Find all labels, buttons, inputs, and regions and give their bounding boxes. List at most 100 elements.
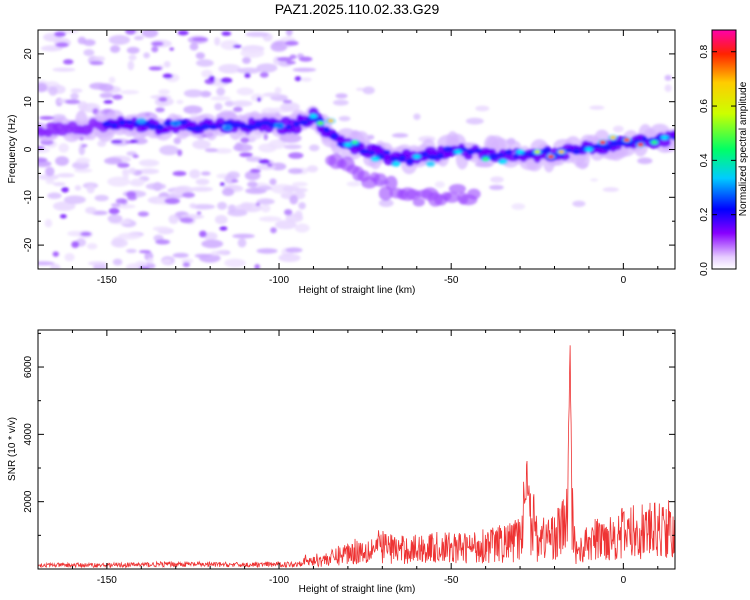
spectrogram-blob — [254, 121, 263, 129]
spectrogram-blob — [57, 173, 75, 178]
spectrogram-blob — [220, 77, 233, 84]
spectrogram-blob — [169, 47, 175, 51]
spectrogram-blob — [285, 40, 299, 46]
spectrogram-blob — [138, 266, 150, 269]
spectrogram-blob — [288, 168, 303, 174]
spectrogram-blob — [383, 149, 391, 155]
spectrogram-blob — [276, 123, 283, 128]
spectrogram-blob — [173, 137, 182, 145]
spectrogram-blob — [64, 253, 75, 262]
spectrogram-blob — [436, 152, 444, 160]
spectrogram-blob — [128, 167, 137, 175]
spectrogram-blob — [97, 140, 107, 147]
spectrogram-blob — [38, 174, 59, 181]
spectrogram-blob — [112, 258, 123, 266]
spectrogram-blob — [200, 171, 211, 176]
colorbar-tick-label: 0.0 — [699, 262, 710, 276]
spectrogram-blob — [623, 138, 630, 142]
spectrogram-blob — [283, 144, 302, 150]
spectrogram-blob — [43, 127, 53, 138]
spectrogram-blob — [192, 37, 208, 42]
spectrogram-blob — [351, 140, 358, 145]
spectrogram-blob — [599, 140, 606, 145]
spectrogram-blob — [217, 123, 224, 128]
spectrogram-y-ticks: -20 -10 0 10 20 — [23, 29, 675, 270]
spectrogram-blob — [164, 197, 181, 205]
figure-title: PAZ1.2025.110.02.33.G29 — [275, 1, 440, 17]
spectrogram-blob — [368, 150, 376, 155]
spectrogram-blob — [108, 207, 120, 215]
spectrogram-blob — [98, 83, 114, 92]
colorbar-gradient — [711, 29, 737, 270]
spectrogram-blob — [38, 145, 45, 150]
spectrogram-blob — [152, 226, 170, 232]
spectrogram-blob — [172, 252, 189, 258]
spectrogram-blob — [48, 86, 58, 96]
spectrogram-blob — [301, 77, 312, 82]
snr-panel: -150 -100 -50 0 2000 4000 6000 Height of stra… — [7, 329, 676, 595]
spectrogram-blob — [50, 263, 61, 269]
spectrogram-y-tick-label: -20 — [23, 237, 34, 252]
spectrogram-blob — [38, 82, 48, 93]
spectrogram-blob — [323, 126, 330, 133]
spectrogram-blob — [609, 140, 619, 147]
spectrogram-blob — [216, 87, 226, 96]
spectrogram-blob — [55, 42, 69, 48]
spectrogram-blob — [86, 184, 95, 194]
spectrogram-blob — [172, 121, 179, 126]
spectrogram-blob — [64, 99, 81, 105]
spectrogram-blob — [641, 136, 648, 142]
spectrogram-blob — [129, 180, 143, 186]
spectrogram-blob — [74, 168, 93, 173]
spectrogram-blob — [285, 247, 303, 253]
spectrogram-blob — [664, 74, 672, 81]
spectrogram-blob — [466, 149, 475, 155]
spectrogram-blob — [182, 262, 191, 268]
spectrogram-blob — [671, 135, 675, 141]
spectrogram-blob — [238, 123, 248, 129]
spectrogram-blob — [39, 116, 55, 120]
spectrogram-blob — [177, 30, 189, 36]
spectrogram-blob — [292, 181, 308, 187]
spectrogram-blob — [661, 135, 668, 140]
spectrogram-blob — [151, 46, 159, 53]
spectrogram-blob — [467, 188, 481, 200]
spectrogram-blob — [294, 187, 308, 193]
spectrogram-blob — [203, 232, 218, 241]
spectrogram-blob — [236, 87, 254, 96]
spectrogram-blob — [256, 248, 278, 254]
spectrogram-blob — [159, 145, 179, 156]
spectrogram-blob — [473, 148, 483, 153]
spectrogram-blob — [190, 186, 214, 192]
spectrogram-blob — [233, 143, 253, 152]
spectrogram-blob — [372, 157, 379, 161]
spectrogram-blob — [103, 100, 113, 104]
spectrogram-blob — [227, 209, 248, 217]
snr-x-ticks: -150 -100 -50 0 — [37, 330, 659, 586]
spectrogram-blob — [217, 201, 228, 210]
spectrogram-blob — [118, 232, 142, 240]
spectrogram-blob — [232, 44, 242, 49]
spectrogram-blob — [83, 49, 95, 57]
spectrogram-blob — [610, 135, 617, 140]
spectrogram-blob — [59, 214, 67, 219]
spectrogram-blob — [104, 157, 123, 165]
spectrogram-blob — [189, 42, 199, 51]
spectrogram-blob — [224, 126, 231, 130]
spectrogram-blob — [120, 90, 140, 95]
snr-x-tick-label: -150 — [97, 575, 117, 586]
spectrogram-blob — [244, 72, 251, 78]
colorbar-tick-label: 0.8 — [699, 44, 710, 58]
spectrogram-blob — [602, 187, 619, 192]
spectrogram-blob — [219, 226, 228, 231]
spectrogram-blob — [81, 144, 88, 148]
spectrogram-blob — [242, 57, 251, 64]
spectrogram-blob — [309, 144, 320, 152]
spectrogram-blob — [338, 116, 351, 122]
spectrogram-blob — [398, 154, 406, 162]
spectrogram-blob — [288, 152, 304, 159]
spectrogram-blob — [254, 264, 261, 269]
spectrogram-blob — [512, 153, 519, 159]
spectrogram-blob — [183, 105, 203, 115]
